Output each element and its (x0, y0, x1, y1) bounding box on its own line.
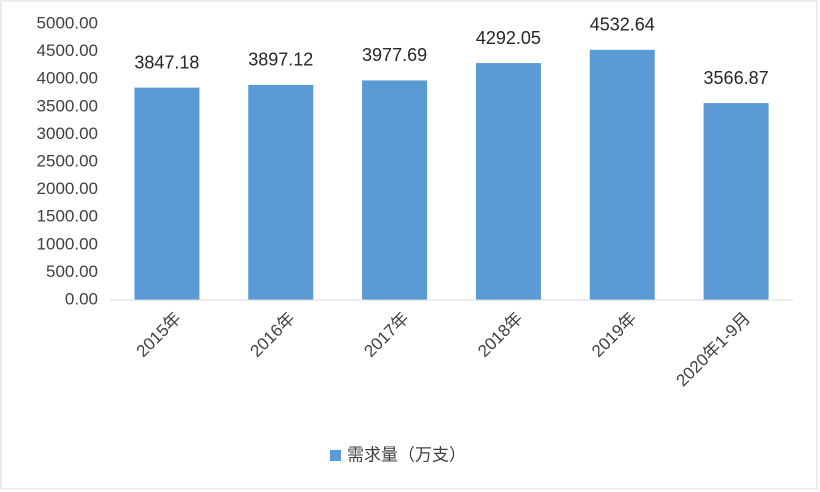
data-label: 3977.69 (362, 45, 427, 65)
bar (589, 49, 655, 300)
data-label: 3847.18 (134, 52, 199, 72)
y-tick-label: 4000.00 (37, 69, 98, 88)
bar (703, 103, 769, 301)
bar (248, 84, 314, 301)
y-tick-label: 2500.00 (37, 151, 98, 170)
y-tick-label: 4500.00 (37, 41, 98, 60)
y-tick-label: 500.00 (46, 262, 98, 281)
y-tick-label: 5000.00 (37, 13, 98, 32)
data-label: 3897.12 (248, 50, 313, 70)
y-tick-label: 3000.00 (37, 124, 98, 143)
data-label: 4292.05 (476, 28, 541, 48)
bar (362, 80, 428, 300)
legend-marker (330, 450, 341, 461)
y-tick-label: 0.00 (65, 289, 98, 308)
legend-label: 需求量（万支） (347, 445, 466, 464)
y-tick-label: 1500.00 (37, 207, 98, 226)
y-tick-label: 2000.00 (37, 179, 98, 198)
y-tick-label: 3500.00 (37, 96, 98, 115)
data-label: 3566.87 (704, 68, 769, 88)
bar (134, 87, 200, 300)
data-label: 4532.64 (590, 15, 655, 35)
bar (475, 63, 541, 300)
y-tick-label: 1000.00 (37, 234, 98, 253)
